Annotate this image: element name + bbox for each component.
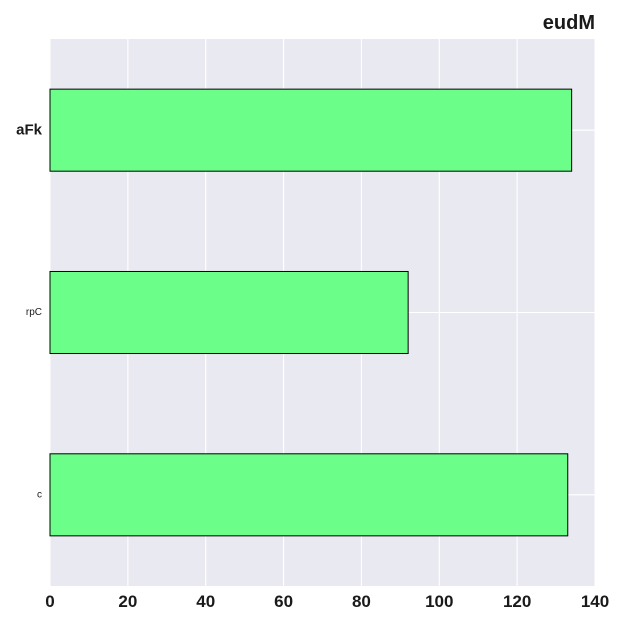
bar-rpC	[49, 270, 409, 355]
x-tick-label: 140	[581, 592, 609, 611]
x-tick-label: 40	[196, 592, 215, 611]
chart-title: eudM	[543, 12, 595, 34]
bar-aFk	[49, 88, 573, 172]
x-tick-label: 60	[274, 592, 293, 611]
x-tick-labels: 0 20 40 60 80 100 120 140	[45, 592, 609, 611]
y-tick-label: rpC	[26, 307, 42, 318]
x-tick-label: 100	[425, 592, 453, 611]
x-tick-label: 20	[118, 592, 137, 611]
x-tick-label: 120	[503, 592, 531, 611]
y-tick-label: aFk	[16, 122, 43, 139]
bar-c	[49, 453, 569, 537]
x-tick-label: 0	[45, 592, 54, 611]
y-tick-label: c	[37, 489, 42, 500]
y-tick-labels: aFk rpC c	[16, 122, 43, 501]
bars	[49, 88, 573, 537]
x-tick-label: 80	[352, 592, 371, 611]
